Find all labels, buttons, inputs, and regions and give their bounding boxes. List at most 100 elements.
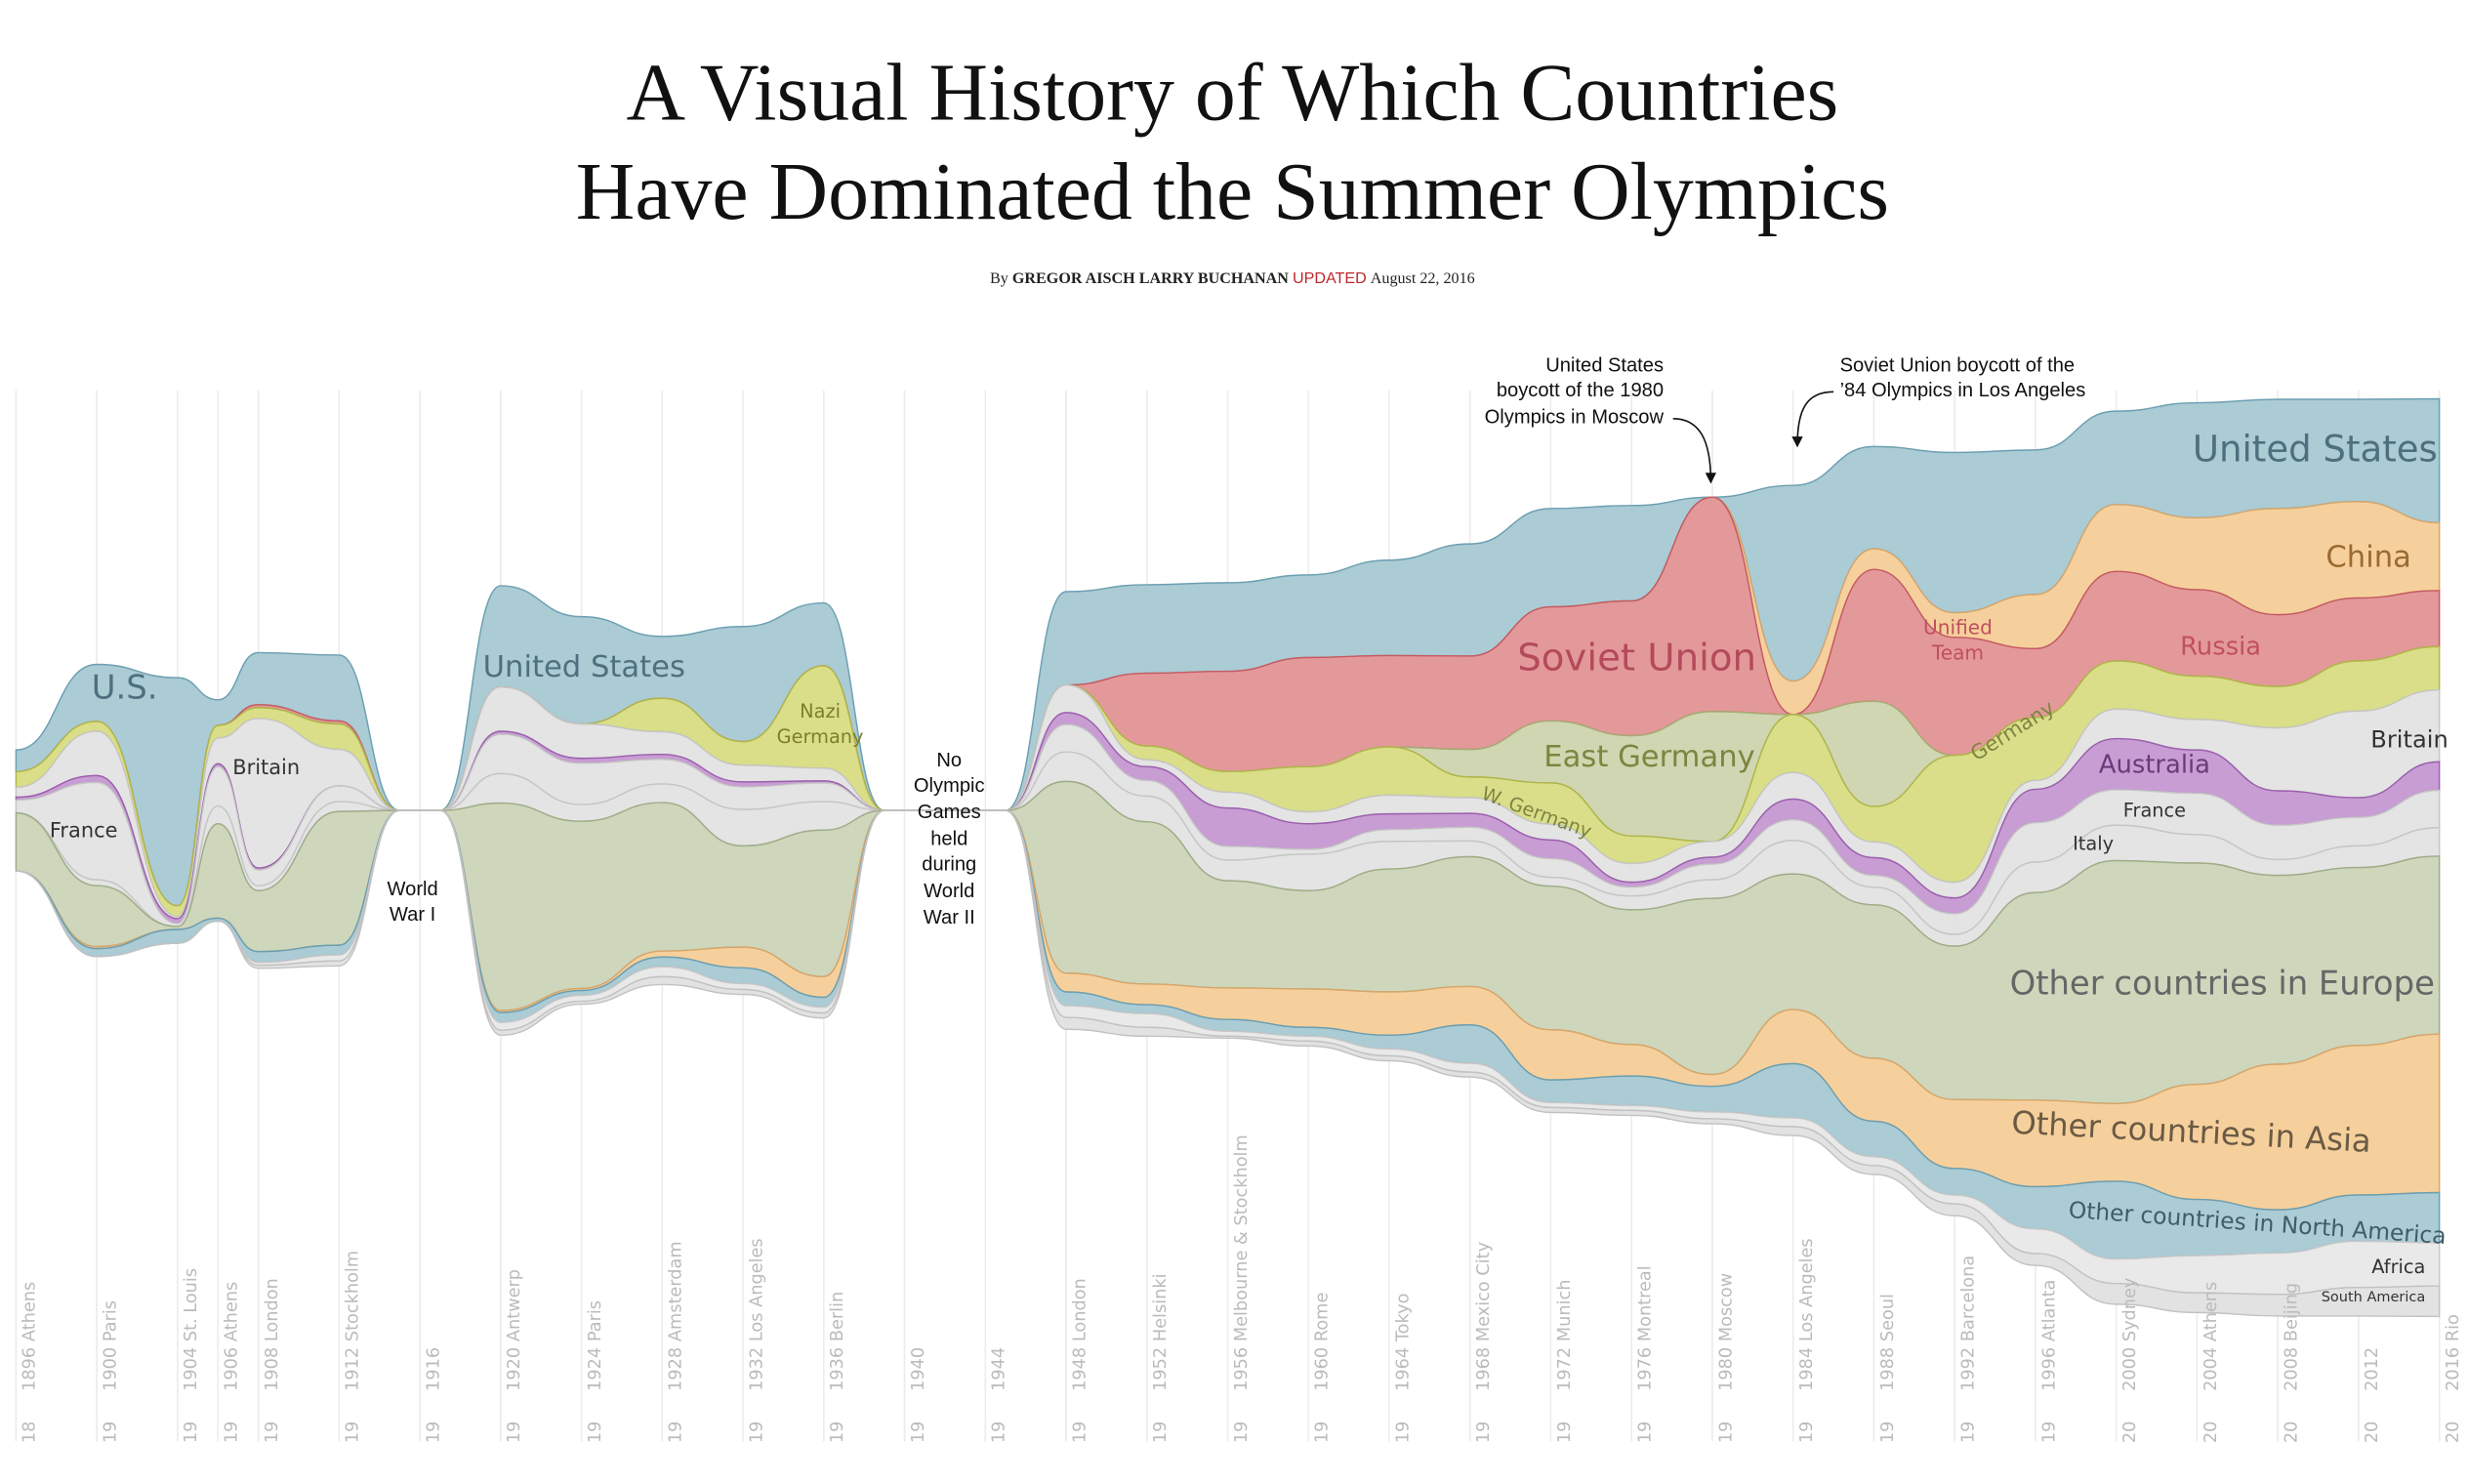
label-australia: Australia xyxy=(2099,750,2210,779)
axis-label-year-repeat: 20 xyxy=(2120,1422,2140,1444)
axis-label-year: 2016 Rio xyxy=(2444,1314,2463,1391)
axis-label-year: 1924 Paris xyxy=(586,1300,605,1391)
axis-label-year: 1984 Los Angeles xyxy=(1797,1238,1817,1391)
label-other-europe: Other countries in Europe xyxy=(2010,965,2435,1003)
axis-label-year-repeat: 20 xyxy=(2201,1422,2221,1444)
axis-label-year-repeat: 19 xyxy=(747,1422,766,1444)
axis-label-year-repeat: 19 xyxy=(505,1422,524,1444)
label-nazi-germany-1: Nazi xyxy=(800,700,841,722)
axis-label-year: 1952 Helsinki xyxy=(1151,1273,1171,1390)
axis-label-year-repeat: 19 xyxy=(1716,1422,1736,1444)
axis-label-year: 1916 xyxy=(424,1347,443,1391)
axis-label-year: 1988 Seoul xyxy=(1878,1294,1898,1391)
axis-label-year-repeat: 19 xyxy=(1313,1422,1333,1444)
axis-label-year: 1932 Los Angeles xyxy=(747,1238,766,1391)
page-title-line-2: Have Dominated the Summer Olympics xyxy=(576,146,1889,237)
label-us-early: U.S. xyxy=(92,669,158,707)
axis-label-year-repeat: 19 xyxy=(2039,1422,2059,1444)
axis-label-year: 1992 Barcelona xyxy=(1959,1256,1979,1391)
axis-label-year-repeat: 18 xyxy=(21,1422,40,1444)
axis-label-year: 1928 Amsterdam xyxy=(667,1241,686,1391)
byline-authors[interactable]: GREGOR AISCH LARRY BUCHANAN xyxy=(1012,270,1289,287)
label-unified-team-2: Team xyxy=(1931,640,1984,664)
annotation-ww1: World War I xyxy=(387,879,437,926)
label-italy: Italy xyxy=(2073,832,2114,854)
annotation-us-boycott-line: Olympics in Moscow xyxy=(1485,407,1665,429)
axis-label-year: 1908 London xyxy=(263,1278,282,1391)
axis-label-year-repeat: 19 xyxy=(1878,1422,1898,1444)
page-title-line-1: A Visual History of Which Countries xyxy=(626,48,1838,139)
label-france: France xyxy=(2123,800,2186,822)
annotation-soviet-boycott: Soviet Union boycott of the ’84 Olympics… xyxy=(1791,354,2086,448)
annotation-us-boycott-line: boycott of the 1980 xyxy=(1497,380,1664,401)
label-france-early: France xyxy=(50,819,118,843)
axis-label-year: 2012 xyxy=(2363,1347,2382,1391)
label-africa: Africa xyxy=(2371,1256,2425,1278)
axis-label-year: 1964 Tokyo xyxy=(1393,1294,1413,1391)
annotation-ww2-line: Olympic xyxy=(914,775,985,797)
byline: By GREGOR AISCH LARRY BUCHANAN UPDATED A… xyxy=(990,269,1475,287)
axis-label-year-repeat: 19 xyxy=(990,1422,1009,1444)
label-east-germany: East Germany xyxy=(1543,740,1754,774)
axis-label-year: 1906 Athens xyxy=(223,1282,242,1391)
axis-label-year-repeat: 19 xyxy=(1474,1422,1494,1444)
axis-label-year: 1940 xyxy=(909,1347,928,1391)
axis-label-year-repeat: 19 xyxy=(263,1422,282,1444)
year-axis-labels: 1896 Athens 1900 Paris 1904 St. Louis 1906 … xyxy=(21,1134,2463,1391)
axis-label-year-repeat: 19 xyxy=(667,1422,686,1444)
axis-label-year: 1996 Atlanta xyxy=(2039,1280,2059,1391)
annotation-us-boycott: United States boycott of the 1980 Olympi… xyxy=(1485,354,1717,484)
annotation-soviet-boycott-line: ’84 Olympics in Los Angeles xyxy=(1840,380,2086,401)
annotation-ww2-line: No xyxy=(936,750,962,771)
axis-label-year-repeat: 19 xyxy=(101,1422,120,1444)
axis-label-year-repeat: 19 xyxy=(1636,1422,1656,1444)
label-nazi-germany-2: Germany xyxy=(777,725,864,748)
arrow-icon xyxy=(1672,417,1717,484)
label-china: China xyxy=(2325,540,2410,574)
axis-label-year: 1912 Stockholm xyxy=(344,1251,363,1391)
label-south-america: South America xyxy=(2322,1290,2426,1305)
axis-label-year: 1920 Antwerp xyxy=(505,1269,524,1391)
annotation-ww2-line: World xyxy=(924,881,974,902)
axis-label-year-repeat: 19 xyxy=(828,1422,847,1444)
axis-label-year-repeat: 19 xyxy=(909,1422,928,1444)
annotation-ww1-line: World xyxy=(387,879,437,900)
year-axis-labels-repeat: 18 19 19 19 19 19 19 19 19 19 19 19 19 19 19 19 19 19 19 19… xyxy=(21,1422,2463,1444)
axis-label-year: 1948 London xyxy=(1070,1278,1090,1391)
stream-south-america[interactable] xyxy=(16,809,2441,1318)
label-britain-early: Britain xyxy=(232,756,300,779)
annotation-ww2: No Olympic Games held during World War I… xyxy=(914,750,985,928)
stream-layers xyxy=(15,397,2441,1318)
axis-label-year-repeat: 20 xyxy=(2444,1422,2463,1444)
axis-label-year: 1972 Munich xyxy=(1555,1280,1575,1391)
axis-label-year-repeat: 19 xyxy=(1151,1422,1171,1444)
axis-label-year-repeat: 19 xyxy=(223,1422,242,1444)
axis-label-year-repeat: 20 xyxy=(2363,1422,2382,1444)
arrow-icon xyxy=(1791,391,1834,448)
annotation-ww1-line: War I xyxy=(390,904,435,926)
axis-label-year-repeat: 19 xyxy=(1959,1422,1979,1444)
axis-label-year: 1960 Rome xyxy=(1313,1293,1333,1391)
axis-label-year-repeat: 19 xyxy=(1797,1422,1817,1444)
axis-label-year: 2000 Sydney xyxy=(2120,1278,2140,1391)
annotation-ww2-line: held xyxy=(930,829,967,850)
axis-label-year-repeat: 19 xyxy=(424,1422,443,1444)
label-us-interwar: United States xyxy=(483,650,685,684)
axis-label-year: 1896 Athens xyxy=(21,1282,40,1391)
annotation-ww2-line: Games xyxy=(918,802,981,823)
axis-label-year: 1968 Mexico City xyxy=(1474,1242,1494,1391)
byline-updated-label: UPDATED xyxy=(1293,269,1367,287)
axis-label-year-repeat: 19 xyxy=(1393,1422,1413,1444)
axis-label-year-repeat: 19 xyxy=(1555,1422,1575,1444)
annotation-ww2-line: War II xyxy=(924,907,975,928)
axis-label-year-repeat: 20 xyxy=(2282,1422,2301,1444)
byline-date: August 22, 2016 xyxy=(1371,270,1475,287)
axis-label-year-repeat: 19 xyxy=(182,1422,201,1444)
label-britain: Britain xyxy=(2370,726,2448,754)
axis-label-year: 1900 Paris xyxy=(101,1300,120,1391)
byline-prefix: By xyxy=(990,270,1008,287)
axis-label-year: 1904 St. Louis xyxy=(182,1268,201,1391)
annotation-soviet-boycott-line: Soviet Union boycott of the xyxy=(1840,354,2076,376)
axis-label-year: 1944 xyxy=(990,1347,1009,1391)
